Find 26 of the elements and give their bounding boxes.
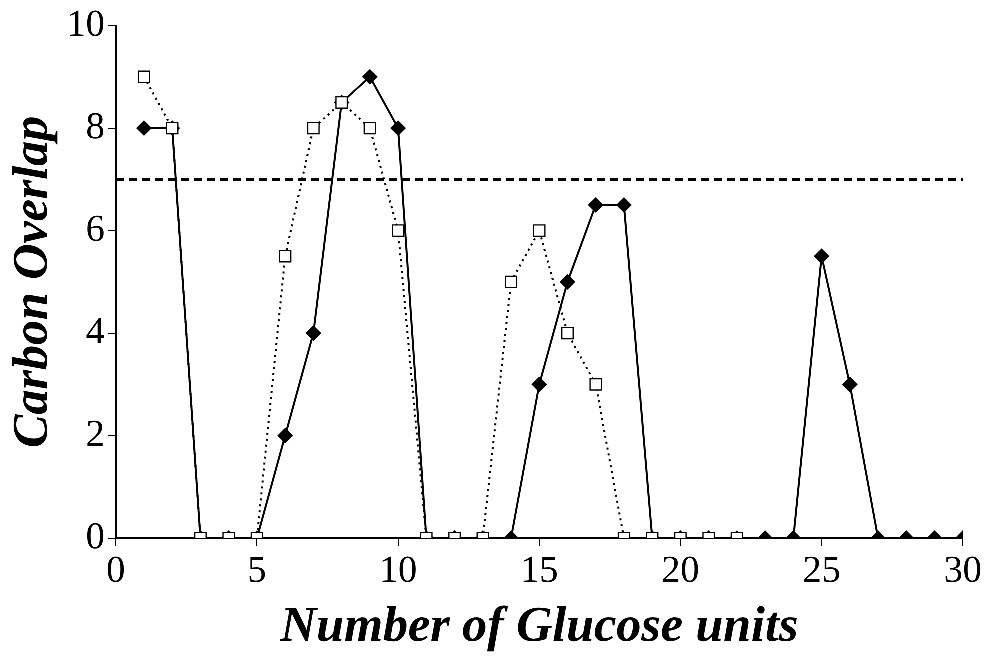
- point: [814, 248, 830, 264]
- point: [616, 198, 632, 213]
- point: [390, 120, 406, 136]
- x-tick-label: 10: [379, 549, 418, 592]
- y-tick-label: 2: [86, 412, 105, 455]
- x-tick-label: 15: [520, 549, 558, 592]
- x-tick-label: 5: [248, 549, 267, 592]
- point: [533, 224, 546, 238]
- point: [279, 250, 292, 263]
- point: [362, 69, 378, 85]
- point: [136, 120, 152, 136]
- x-tick-label: 20: [662, 549, 700, 592]
- y-tick-label: 10: [67, 2, 105, 45]
- x-tick-label: 25: [802, 549, 841, 592]
- point: [364, 122, 376, 135]
- point: [588, 198, 604, 213]
- x-axis-title: Number of Glucose units: [279, 596, 799, 652]
- point: [306, 326, 322, 341]
- y-tick-label: 8: [86, 105, 105, 148]
- y-axis-title: Carbon Overlap: [2, 116, 58, 448]
- y-tick-label: 0: [86, 515, 105, 558]
- point: [307, 122, 320, 135]
- y-tick-label: 6: [86, 208, 105, 250]
- y-tick-label: 4: [86, 310, 105, 352]
- x-tick-label: 30: [944, 549, 982, 592]
- point: [560, 274, 576, 290]
